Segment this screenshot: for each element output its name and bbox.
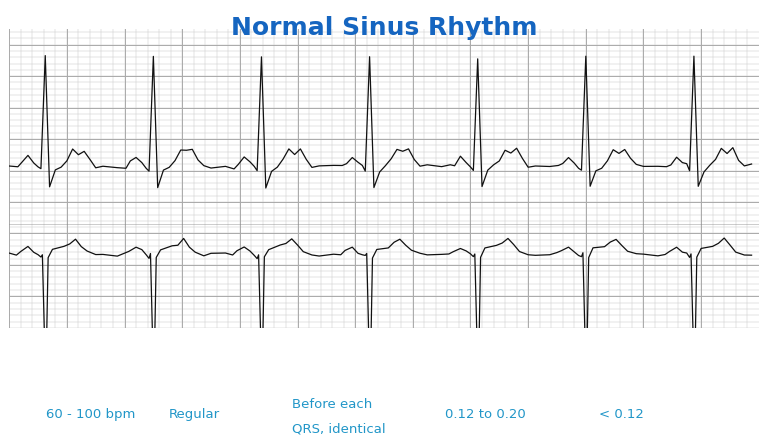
Text: Normal Sinus Rhythm: Normal Sinus Rhythm <box>230 16 538 40</box>
Text: PR Interval: PR Interval <box>445 340 532 354</box>
Text: 0.12 to 0.20: 0.12 to 0.20 <box>445 408 526 421</box>
Text: Heart Rate: Heart Rate <box>46 351 131 365</box>
Text: QRS, identical: QRS, identical <box>292 422 386 435</box>
Text: < 0.12: < 0.12 <box>599 408 644 421</box>
Text: Before each: Before each <box>292 398 372 411</box>
Text: Rhythm: Rhythm <box>169 351 230 365</box>
Text: (in seconds): (in seconds) <box>445 365 518 378</box>
Text: Regular: Regular <box>169 408 220 421</box>
Text: QRS: QRS <box>599 340 631 354</box>
Text: 60 - 100 bpm: 60 - 100 bpm <box>46 408 135 421</box>
Text: P Wave: P Wave <box>292 351 349 365</box>
Text: (in seconds): (in seconds) <box>599 365 671 378</box>
